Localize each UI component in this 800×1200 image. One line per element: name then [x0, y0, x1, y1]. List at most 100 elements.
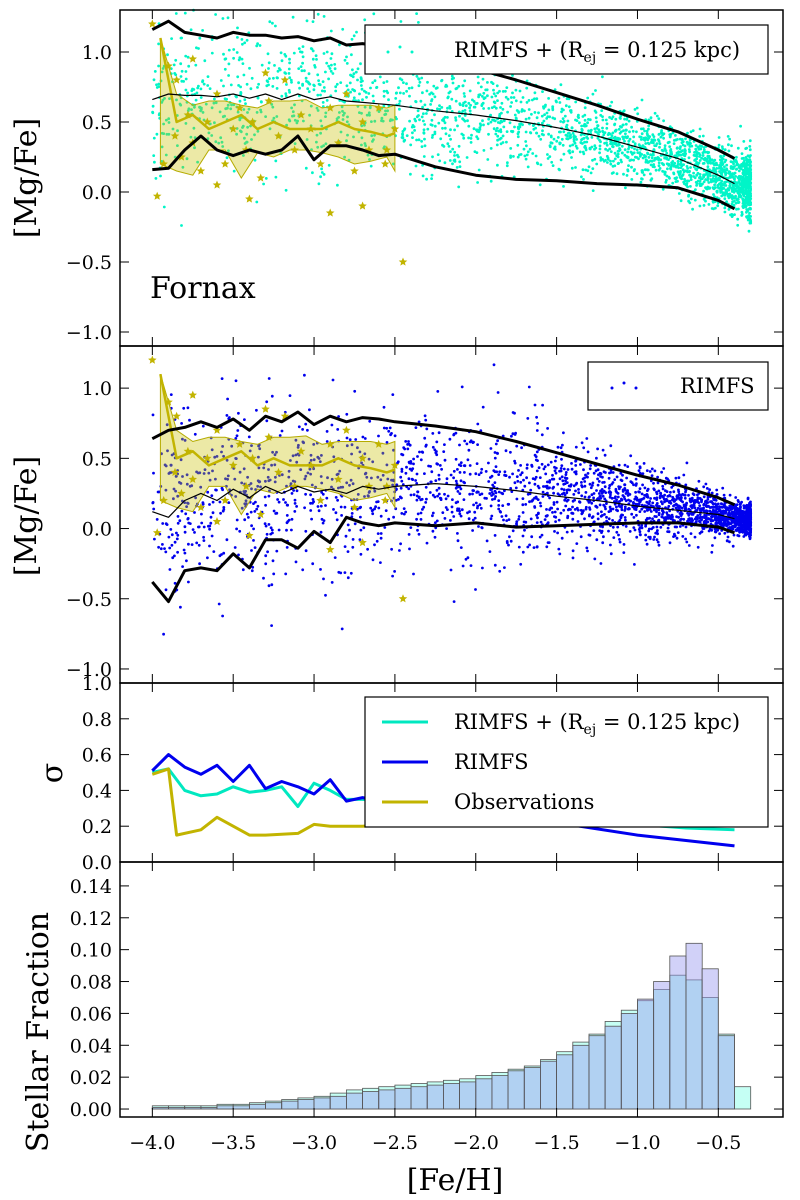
scatter-point [405, 82, 408, 86]
scatter-point [676, 162, 680, 166]
scatter-point [245, 140, 249, 144]
scatter-point [407, 533, 411, 536]
scatter-point [566, 498, 570, 502]
scatter-point [492, 88, 495, 92]
scatter-point [431, 445, 435, 449]
scatter-point [635, 130, 638, 134]
scatter-point [388, 119, 392, 123]
scatter-point [477, 93, 481, 97]
scatter-point [285, 546, 289, 549]
scatter-point [498, 470, 502, 474]
scatter-point [421, 508, 424, 511]
scatter-point [434, 87, 438, 90]
scatter-point [291, 15, 295, 19]
scatter-point [450, 505, 454, 509]
scatter-point [574, 464, 578, 467]
scatter-point [649, 178, 653, 182]
scatter-point [558, 141, 562, 145]
scatter-point [414, 164, 418, 168]
scatter-point [553, 515, 556, 518]
scatter-point [236, 75, 240, 79]
scatter-point [601, 448, 605, 452]
scatter-point [476, 75, 480, 79]
scatter-point [625, 118, 629, 121]
scatter-point [580, 485, 584, 489]
scatter-point [632, 158, 635, 162]
scatter-point [620, 497, 623, 501]
scatter-point [293, 142, 297, 146]
scatter-point [515, 497, 519, 501]
scatter-point [655, 114, 659, 118]
scatter-point [649, 163, 653, 167]
scatter-point [677, 490, 681, 494]
scatter-point [379, 561, 382, 564]
scatter-point [626, 169, 630, 173]
scatter-point [446, 106, 449, 110]
scatter-point [547, 132, 550, 136]
scatter-point [582, 178, 585, 181]
scatter-point [600, 492, 604, 495]
scatter-point [730, 186, 733, 190]
scatter-point [454, 116, 457, 120]
scatter-point [512, 155, 515, 158]
scatter-point [416, 528, 419, 532]
scatter-point [328, 67, 332, 70]
scatter-point [588, 506, 591, 509]
histogram-bar [248, 1103, 266, 1110]
scatter-point [315, 58, 318, 61]
scatter-point [296, 446, 300, 449]
scatter-point [350, 74, 353, 77]
scatter-point [297, 443, 300, 447]
scatter-point [666, 526, 670, 530]
scatter-point [385, 426, 389, 430]
scatter-point [696, 545, 700, 549]
scatter-point [544, 472, 548, 476]
scatter-point [481, 566, 484, 570]
scatter-point [657, 489, 661, 493]
scatter-point [696, 161, 699, 165]
scatter-point [363, 495, 366, 498]
scatter-point [617, 127, 621, 131]
scatter-point [604, 147, 607, 151]
scatter-point [306, 428, 309, 432]
scatter-point [240, 506, 244, 510]
scatter-point [495, 470, 499, 474]
scatter-point [731, 544, 735, 548]
scatter-point [704, 199, 707, 203]
scatter-point [711, 177, 715, 180]
scatter-point [421, 91, 424, 95]
scatter-point [521, 550, 525, 554]
scatter-point [207, 131, 211, 135]
scatter-point [157, 42, 161, 46]
scatter-point [463, 464, 467, 468]
scatter-point [258, 480, 262, 483]
scatter-point [521, 534, 525, 538]
scatter-point [334, 511, 338, 515]
scatter-point [643, 154, 646, 157]
scatter-point [290, 106, 293, 110]
scatter-point [647, 118, 651, 122]
scatter-point [707, 529, 711, 533]
scatter-point [363, 437, 367, 440]
scatter-point [733, 506, 736, 510]
scatter-point [580, 124, 583, 128]
scatter-point [566, 134, 569, 138]
histogram-bar [669, 955, 687, 1110]
scatter-point [689, 166, 692, 169]
scatter-point [246, 125, 250, 129]
scatter-point [222, 84, 225, 88]
scatter-point [210, 51, 214, 55]
scatter-point [620, 506, 623, 509]
scatter-point [383, 113, 387, 116]
scatter-point [519, 473, 522, 477]
scatter-point [536, 162, 540, 166]
scatter-point [202, 539, 206, 542]
scatter-point [475, 135, 479, 139]
scatter-point [608, 104, 612, 108]
scatter-point [662, 136, 665, 140]
scatter-point [373, 543, 376, 547]
scatter-point [316, 109, 320, 112]
scatter-point [700, 156, 703, 160]
scatter-point [469, 141, 473, 144]
scatter-point [562, 108, 565, 112]
